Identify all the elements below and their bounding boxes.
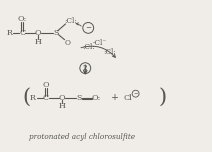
Text: 2: 2	[83, 64, 88, 72]
Text: R: R	[6, 29, 12, 37]
Text: -Cl⁻: -Cl⁻	[93, 39, 107, 47]
Text: S: S	[53, 29, 59, 37]
Text: +: +	[111, 93, 119, 102]
Text: O: O	[35, 29, 41, 37]
Text: H: H	[35, 38, 41, 46]
Text: −: −	[133, 91, 138, 96]
Text: O: O	[58, 94, 65, 102]
Text: O:: O:	[91, 94, 101, 102]
Text: ): )	[158, 88, 166, 107]
Text: C: C	[19, 29, 25, 37]
Text: S: S	[77, 94, 82, 102]
Text: protonated acyl chlorosulfite: protonated acyl chlorosulfite	[29, 133, 135, 141]
FancyArrowPatch shape	[76, 23, 81, 26]
Text: Cl: Cl	[123, 94, 132, 102]
Text: R: R	[30, 94, 36, 102]
Text: O: O	[42, 81, 49, 89]
Text: (: (	[22, 88, 30, 107]
FancyArrowPatch shape	[81, 46, 115, 57]
Text: H: H	[58, 102, 65, 111]
Text: C: C	[43, 94, 49, 102]
Text: :Cl:: :Cl:	[103, 48, 116, 56]
Text: :Cl:: :Cl:	[64, 17, 77, 25]
Text: O:: O:	[17, 15, 27, 23]
Text: O: O	[65, 39, 70, 47]
Text: :Cl:: :Cl:	[82, 43, 95, 51]
Text: −: −	[85, 24, 91, 32]
